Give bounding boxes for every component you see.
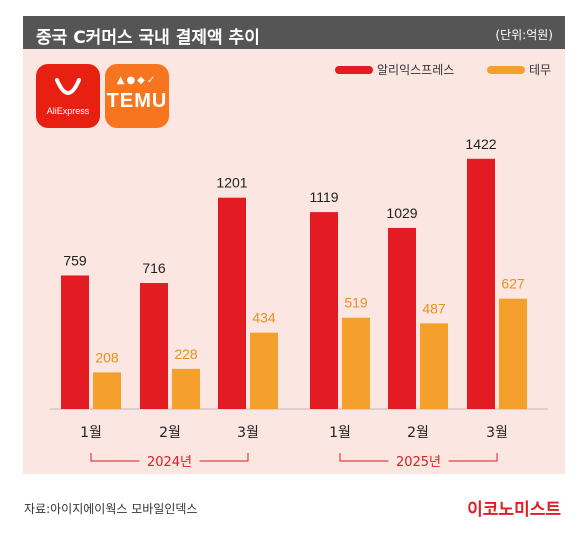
year-bracket bbox=[339, 453, 498, 462]
year-group-label: 2024년 bbox=[147, 455, 192, 470]
bar-aliexpress bbox=[218, 197, 246, 409]
bar-temu bbox=[93, 372, 121, 409]
bar-temu bbox=[342, 317, 370, 409]
x-tick-label: 2월 bbox=[159, 425, 181, 441]
title-bar bbox=[23, 16, 565, 49]
x-tick-label: 3월 bbox=[237, 425, 259, 441]
bar-temu bbox=[250, 332, 278, 409]
data-label-temu: 627 bbox=[501, 276, 525, 292]
data-label-temu: 434 bbox=[252, 310, 276, 326]
bar-aliexpress bbox=[140, 283, 168, 409]
temu-logo: ▲●◆✓ TEMU bbox=[105, 64, 169, 128]
data-label-aliexpress: 716 bbox=[142, 260, 166, 276]
source-note: 자료:아이지에이웍스 모바일인덱스 bbox=[24, 502, 198, 516]
bar-aliexpress bbox=[388, 227, 416, 409]
unit-label: (단위:억원) bbox=[495, 28, 553, 42]
bar-aliexpress bbox=[467, 158, 495, 409]
bar-temu bbox=[172, 368, 200, 409]
temu-logo-text: TEMU bbox=[106, 90, 168, 112]
data-label-aliexpress: 1201 bbox=[216, 175, 247, 191]
data-label-temu: 208 bbox=[95, 349, 119, 365]
year-group-label: 2025년 bbox=[396, 455, 441, 470]
aliexpress-logo: AliExpress bbox=[36, 64, 100, 128]
bar-aliexpress bbox=[310, 212, 338, 409]
data-label-temu: 228 bbox=[174, 346, 198, 362]
aliexpress-logo-text: AliExpress bbox=[46, 106, 90, 116]
legend-swatch-aliexpress bbox=[335, 66, 373, 74]
legend-label-temu: 테무 bbox=[529, 63, 552, 77]
year-bracket bbox=[90, 453, 249, 462]
x-tick-label: 1월 bbox=[329, 425, 351, 441]
data-label-aliexpress: 759 bbox=[63, 252, 87, 268]
legend-label-aliexpress: 알리익스프레스 bbox=[377, 63, 455, 77]
chart-title: 중국 C커머스 국내 결제액 추이 bbox=[36, 28, 260, 48]
bar-aliexpress bbox=[61, 275, 89, 409]
publisher-logo: 이코노미스트 bbox=[467, 500, 561, 520]
shopping-bag-icon bbox=[55, 78, 81, 95]
data-label-temu: 487 bbox=[422, 300, 446, 316]
bar-temu bbox=[420, 323, 448, 409]
x-tick-label: 3월 bbox=[486, 425, 508, 441]
x-tick-label: 1월 bbox=[80, 425, 102, 441]
data-label-aliexpress: 1422 bbox=[465, 136, 496, 152]
x-tick-label: 2월 bbox=[407, 425, 429, 441]
data-label-temu: 519 bbox=[344, 295, 368, 311]
data-label-aliexpress: 1119 bbox=[309, 189, 338, 205]
bar-temu bbox=[499, 298, 527, 409]
temu-mascots-icon: ▲●◆✓ bbox=[116, 75, 158, 86]
legend-swatch-temu bbox=[487, 66, 525, 74]
data-label-aliexpress: 1029 bbox=[386, 205, 417, 221]
